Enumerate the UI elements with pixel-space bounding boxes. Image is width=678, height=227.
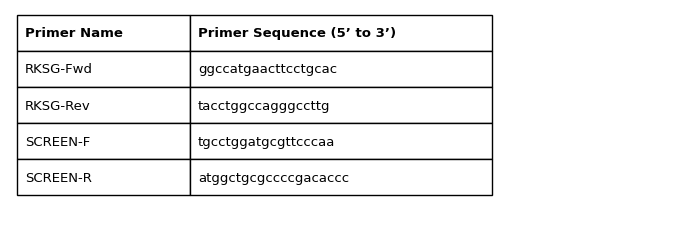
Text: RKSG-Rev: RKSG-Rev	[25, 99, 91, 112]
Text: ggccatgaacttcctgcac: ggccatgaacttcctgcac	[198, 63, 337, 76]
Bar	[17, 159, 190, 195]
Text: tacctggccagggccttg: tacctggccagggccttg	[198, 99, 330, 112]
Bar	[190, 159, 492, 195]
Bar	[17, 88, 190, 123]
Bar	[190, 16, 492, 52]
Text: atggctgcgccccgacaccc: atggctgcgccccgacaccc	[198, 171, 349, 184]
Bar	[17, 16, 190, 52]
Bar	[17, 123, 190, 159]
Bar	[17, 52, 190, 88]
Bar	[190, 88, 492, 123]
Text: RKSG-Fwd: RKSG-Fwd	[25, 63, 93, 76]
Bar	[190, 52, 492, 88]
Text: tgcctggatgcgttcccaa: tgcctggatgcgttcccaa	[198, 135, 336, 148]
Text: Primer Name: Primer Name	[25, 27, 123, 40]
Text: Primer Sequence (5’ to 3’): Primer Sequence (5’ to 3’)	[198, 27, 396, 40]
Text: SCREEN-F: SCREEN-F	[25, 135, 90, 148]
Bar	[190, 123, 492, 159]
Text: SCREEN-R: SCREEN-R	[25, 171, 92, 184]
